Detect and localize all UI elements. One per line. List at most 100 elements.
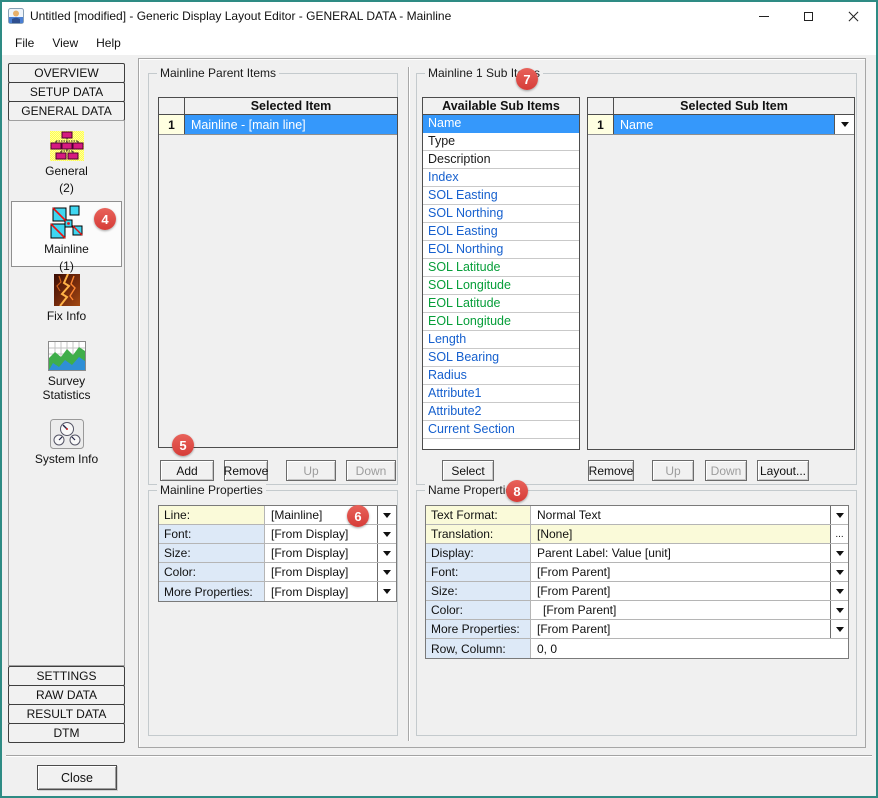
- selected-sub-item-value[interactable]: Name: [614, 115, 834, 134]
- list-item[interactable]: SOL Northing: [423, 205, 579, 223]
- table-header: Selected Sub Item: [588, 98, 854, 115]
- property-row-more-properties: More Properties: [From Parent]: [426, 620, 848, 639]
- dropdown-button[interactable]: [830, 582, 848, 600]
- column-header: Selected Item: [185, 98, 397, 114]
- property-label: Font:: [426, 563, 531, 581]
- add-button[interactable]: Add: [160, 460, 214, 481]
- list-item[interactable]: SOL Easting: [423, 187, 579, 205]
- list-item[interactable]: Attribute1: [423, 385, 579, 403]
- sidebar-item-overview[interactable]: OVERVIEW: [8, 63, 125, 83]
- list-item[interactable]: Type: [423, 133, 579, 151]
- layout-button[interactable]: Layout...: [757, 460, 809, 481]
- close-button[interactable]: Close: [37, 765, 117, 790]
- remove-sub-button[interactable]: Remove: [588, 460, 634, 481]
- more-properties-select[interactable]: [From Parent]: [531, 620, 830, 638]
- list-item[interactable]: Current Section: [423, 421, 579, 439]
- translation-value[interactable]: [None]: [531, 525, 830, 543]
- client-area: OVERVIEW SETUP DATA GENERAL DATA: [2, 55, 876, 796]
- list-item[interactable]: Length: [423, 331, 579, 349]
- property-label: Text Format:: [426, 506, 531, 524]
- dropdown-button[interactable]: [377, 582, 396, 601]
- chevron-down-icon: [836, 589, 844, 594]
- dropdown-button[interactable]: [377, 544, 396, 562]
- color-select[interactable]: [From Parent]: [531, 601, 830, 619]
- font-select[interactable]: [From Display]: [265, 525, 377, 543]
- selected-item-value[interactable]: Mainline - [main line]: [185, 115, 397, 134]
- font-select[interactable]: [From Parent]: [531, 563, 830, 581]
- table-row[interactable]: 1 Mainline - [main line]: [159, 115, 397, 135]
- dropdown-button[interactable]: [830, 563, 848, 581]
- chevron-down-icon: [383, 513, 391, 518]
- property-label: Size:: [159, 544, 265, 562]
- parent-items-group: Mainline Parent Items Selected Item 1 Ma…: [148, 73, 398, 485]
- display-select[interactable]: Parent Label: Value [unit]: [531, 544, 830, 562]
- name-properties-group: Name Properties Text Format: Normal Text…: [416, 490, 857, 736]
- list-item[interactable]: SOL Latitude: [423, 259, 579, 277]
- list-item[interactable]: Index: [423, 169, 579, 187]
- list-item[interactable]: SOL Bearing: [423, 349, 579, 367]
- list-item[interactable]: EOL Easting: [423, 223, 579, 241]
- sidebar-item-general[interactable]: General (2): [11, 131, 122, 195]
- annotation-badge-4: 4: [94, 208, 116, 230]
- dropdown-button[interactable]: [377, 525, 396, 543]
- property-row-text-format: Text Format: Normal Text: [426, 506, 848, 525]
- row-number: 1: [588, 115, 614, 134]
- property-label: Font:: [159, 525, 265, 543]
- list-item[interactable]: SOL Longitude: [423, 277, 579, 295]
- sidebar-item-general-data[interactable]: GENERAL DATA: [8, 101, 125, 121]
- sidebar-item-settings[interactable]: SETTINGS: [8, 666, 125, 686]
- close-window-button[interactable]: [831, 2, 876, 30]
- sidebar-item-raw-data[interactable]: RAW DATA: [8, 685, 125, 705]
- dropdown-button[interactable]: [377, 563, 396, 581]
- available-sub-items-list: Available Sub Items Name Type Descriptio…: [422, 97, 580, 450]
- dropdown-button[interactable]: [377, 506, 396, 524]
- list-item[interactable]: Description: [423, 151, 579, 169]
- list-item[interactable]: EOL Longitude: [423, 313, 579, 331]
- size-select[interactable]: [From Display]: [265, 544, 377, 562]
- list-item[interactable]: Attribute2: [423, 403, 579, 421]
- size-select[interactable]: [From Parent]: [531, 582, 830, 600]
- survey-statistics-icon: [48, 341, 86, 371]
- maximize-icon: [804, 12, 813, 21]
- remove-button[interactable]: Remove: [224, 460, 268, 481]
- sub-items-group: Mainline 1 Sub Items Available Sub Items…: [416, 73, 857, 485]
- list-item[interactable]: EOL Northing: [423, 241, 579, 259]
- dropdown-button[interactable]: [830, 544, 848, 562]
- dropdown-button[interactable]: [830, 506, 848, 524]
- name-properties-grid: Text Format: Normal Text Translation: [N…: [425, 505, 849, 659]
- menu-view[interactable]: View: [43, 33, 87, 53]
- sidebar-item-fix-info[interactable]: Fix Info: [11, 274, 122, 323]
- up-button[interactable]: Up: [286, 460, 336, 481]
- list-item[interactable]: EOL Latitude: [423, 295, 579, 313]
- table-row[interactable]: 1 Name: [588, 115, 854, 135]
- down-button[interactable]: Down: [346, 460, 396, 481]
- chevron-down-icon: [836, 570, 844, 575]
- list-item[interactable]: Name: [423, 115, 579, 133]
- dropdown-button[interactable]: [834, 115, 854, 134]
- list-item[interactable]: Radius: [423, 367, 579, 385]
- fix-info-icon: [54, 274, 80, 306]
- more-properties-select[interactable]: [From Display]: [265, 582, 377, 601]
- select-button[interactable]: Select: [442, 460, 494, 481]
- property-row-size: Size: [From Parent]: [426, 582, 848, 601]
- down-sub-button[interactable]: Down: [705, 460, 747, 481]
- menu-file[interactable]: File: [6, 33, 43, 53]
- dropdown-button[interactable]: [830, 620, 848, 638]
- sidebar-item-setup-data[interactable]: SETUP DATA: [8, 82, 125, 102]
- sidebar-item-result-data[interactable]: RESULT DATA: [8, 704, 125, 724]
- up-sub-button[interactable]: Up: [652, 460, 694, 481]
- color-select[interactable]: [From Display]: [265, 563, 377, 581]
- minimize-button[interactable]: [741, 2, 786, 30]
- sidebar-item-system-info[interactable]: System Info: [11, 419, 122, 466]
- ellipsis-button[interactable]: ...: [830, 525, 848, 543]
- selected-sub-item-table: Selected Sub Item 1 Name: [587, 97, 855, 450]
- menu-help[interactable]: Help: [87, 33, 130, 53]
- property-row-font: Font: [From Parent]: [426, 563, 848, 582]
- chevron-down-icon: [841, 122, 849, 127]
- chevron-down-icon: [383, 532, 391, 537]
- sidebar-item-survey-statistics[interactable]: Survey Statistics: [11, 341, 122, 402]
- dropdown-button[interactable]: [830, 601, 848, 619]
- maximize-button[interactable]: [786, 2, 831, 30]
- text-format-select[interactable]: Normal Text: [531, 506, 830, 524]
- sidebar-item-dtm[interactable]: DTM: [8, 723, 125, 743]
